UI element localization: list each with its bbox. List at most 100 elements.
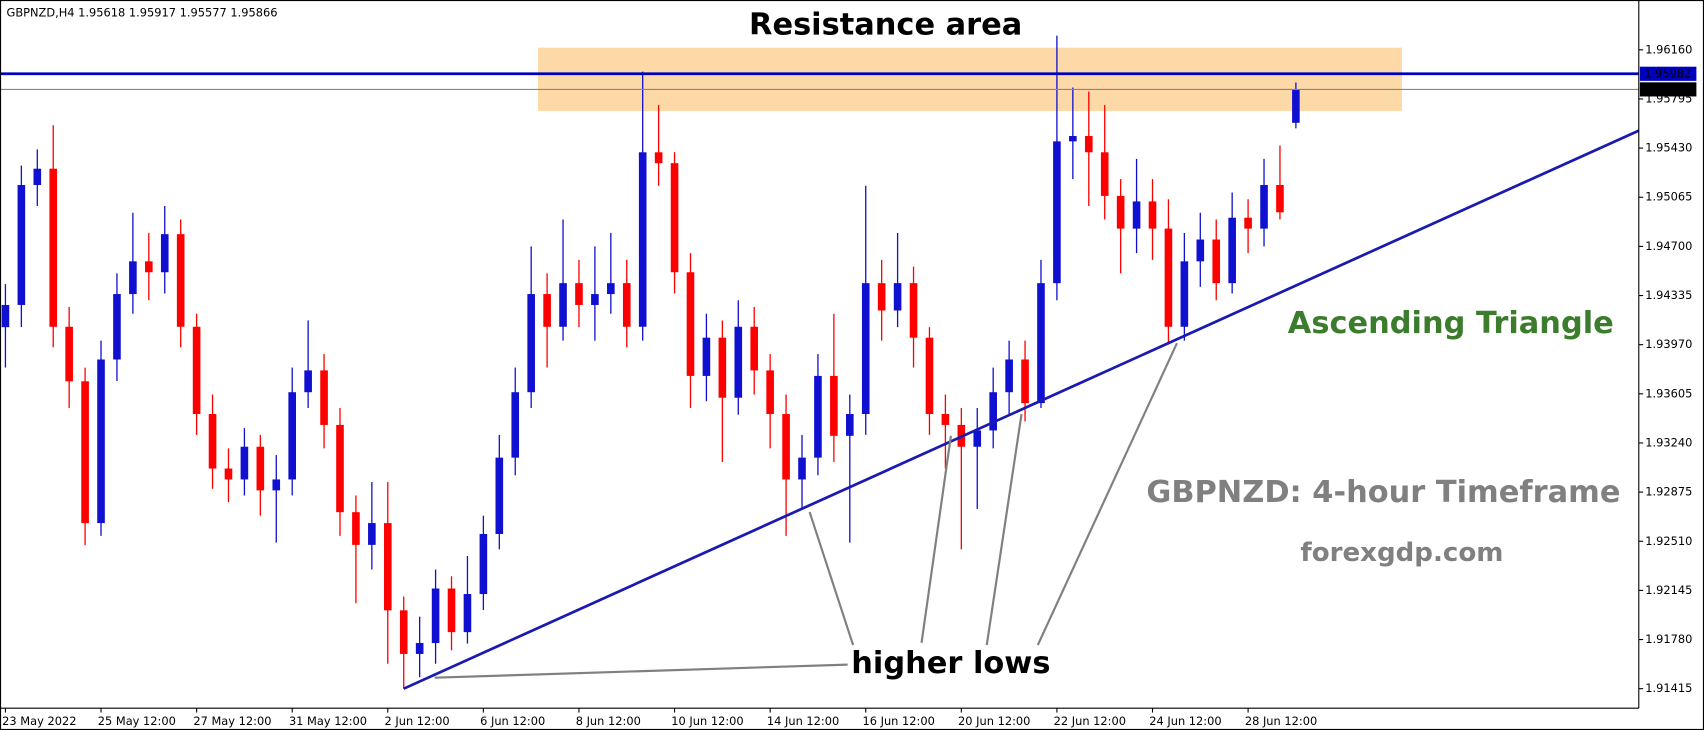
candle-body bbox=[559, 283, 567, 327]
candle-body bbox=[1053, 141, 1061, 284]
candle-body bbox=[654, 152, 663, 164]
candle-body bbox=[798, 457, 806, 480]
candle-body bbox=[718, 337, 727, 398]
candle-body bbox=[877, 283, 886, 311]
candle-body bbox=[1148, 201, 1157, 229]
candle-body bbox=[415, 643, 424, 654]
candle-body bbox=[399, 610, 408, 654]
candle-body bbox=[81, 381, 89, 524]
arrow bbox=[920, 435, 952, 643]
x-tick-label: 31 May 12:00 bbox=[289, 714, 367, 728]
y-tick-label: 1.95430 bbox=[1645, 141, 1692, 155]
candle-body bbox=[1196, 239, 1205, 262]
candle-body bbox=[702, 337, 711, 376]
y-tick-label: 1.93240 bbox=[1645, 435, 1692, 449]
candle-body bbox=[304, 370, 312, 393]
chart-title: GBPNZD,H4 1.95618 1.95917 1.95577 1.9586… bbox=[7, 6, 278, 20]
candle-body bbox=[240, 446, 249, 480]
candle-body bbox=[1228, 217, 1236, 284]
candle-body bbox=[750, 326, 759, 371]
candle-body bbox=[766, 370, 774, 415]
y-tick-label: 1.92145 bbox=[1645, 583, 1692, 597]
y-tick-label: 1.92510 bbox=[1645, 534, 1692, 548]
candle-body bbox=[1244, 217, 1252, 229]
candle-body bbox=[352, 512, 360, 545]
candle-body bbox=[830, 375, 838, 436]
candle-body bbox=[543, 294, 551, 327]
candle-body bbox=[160, 234, 169, 273]
candle-body bbox=[479, 533, 488, 595]
candle-body bbox=[893, 283, 902, 311]
arrows bbox=[434, 342, 1178, 679]
candle-body bbox=[17, 184, 26, 305]
candle-body bbox=[224, 468, 233, 480]
x-tick-label: 23 May 2022 bbox=[2, 714, 76, 728]
candle-body bbox=[129, 261, 137, 295]
candle-body bbox=[925, 337, 934, 415]
candle-body bbox=[1, 304, 10, 328]
candle-body bbox=[33, 168, 42, 185]
candle-body bbox=[941, 414, 950, 425]
candle-body bbox=[463, 594, 472, 633]
x-tick-label: 16 Jun 12:00 bbox=[862, 714, 934, 728]
price-box bbox=[1639, 82, 1697, 97]
price-box bbox=[1639, 66, 1697, 81]
x-tick-label: 8 Jun 12:00 bbox=[576, 714, 641, 728]
candle-body bbox=[431, 588, 440, 644]
candle-body bbox=[256, 446, 265, 491]
candle-body bbox=[575, 283, 583, 305]
zone-label: Resistance area bbox=[749, 8, 1022, 43]
x-tick-label: 28 Jun 12:00 bbox=[1245, 714, 1317, 728]
arrow bbox=[434, 663, 848, 679]
candle-body bbox=[1276, 184, 1284, 213]
candle-body bbox=[686, 272, 695, 376]
candle-body bbox=[1084, 135, 1093, 153]
candle-body bbox=[447, 588, 456, 633]
x-tick-label: 24 Jun 12:00 bbox=[1149, 714, 1221, 728]
candle-body bbox=[973, 430, 982, 447]
candle-body bbox=[1005, 359, 1013, 393]
candle-body bbox=[192, 326, 201, 415]
x-tick-label: 25 May 12:00 bbox=[98, 714, 176, 728]
candle-body bbox=[1260, 184, 1268, 229]
candle-body bbox=[320, 370, 328, 425]
y-tick-label: 1.93605 bbox=[1645, 386, 1692, 400]
y-tick-label: 1.95065 bbox=[1645, 190, 1692, 204]
candle-body bbox=[1100, 152, 1109, 196]
arrow bbox=[985, 413, 1023, 646]
y-tick-label: 1.91415 bbox=[1645, 681, 1692, 695]
candle-body bbox=[607, 283, 615, 295]
candle-body bbox=[1212, 239, 1221, 284]
trend-line bbox=[403, 129, 1640, 690]
candle-body bbox=[145, 261, 153, 273]
candle-body bbox=[1116, 195, 1125, 229]
candle-body bbox=[622, 283, 631, 327]
candle-body bbox=[336, 424, 344, 513]
candle-body bbox=[734, 326, 743, 398]
candle-body bbox=[368, 523, 376, 545]
x-tick-label: 6 Jun 12:00 bbox=[480, 714, 545, 728]
candle-body bbox=[176, 234, 185, 327]
y-tick-label: 1.91780 bbox=[1645, 632, 1692, 646]
site-label: forexgdp.com bbox=[1300, 538, 1503, 568]
candle-body bbox=[383, 523, 392, 611]
x-tick-label: 10 Jun 12:00 bbox=[671, 714, 743, 728]
candle-body bbox=[511, 392, 520, 458]
candle-body bbox=[989, 392, 997, 431]
x-tick-label: 27 May 12:00 bbox=[193, 714, 271, 728]
candle-body bbox=[495, 457, 504, 534]
candle-body bbox=[814, 375, 822, 458]
candle-body bbox=[909, 283, 918, 338]
x-tick-label: 20 Jun 12:00 bbox=[958, 714, 1030, 728]
x-tick-label: 22 Jun 12:00 bbox=[1054, 714, 1126, 728]
candle-body bbox=[272, 479, 281, 491]
x-tick-label: 14 Jun 12:00 bbox=[767, 714, 839, 728]
arrow bbox=[808, 511, 855, 646]
y-tick-label: 1.96160 bbox=[1645, 42, 1692, 56]
pattern-label: Ascending Triangle bbox=[1288, 306, 1614, 341]
candle-body bbox=[1037, 283, 1045, 404]
lows-label: higher lows bbox=[851, 646, 1050, 681]
candle-body bbox=[1164, 228, 1173, 327]
candle-body bbox=[591, 294, 599, 305]
